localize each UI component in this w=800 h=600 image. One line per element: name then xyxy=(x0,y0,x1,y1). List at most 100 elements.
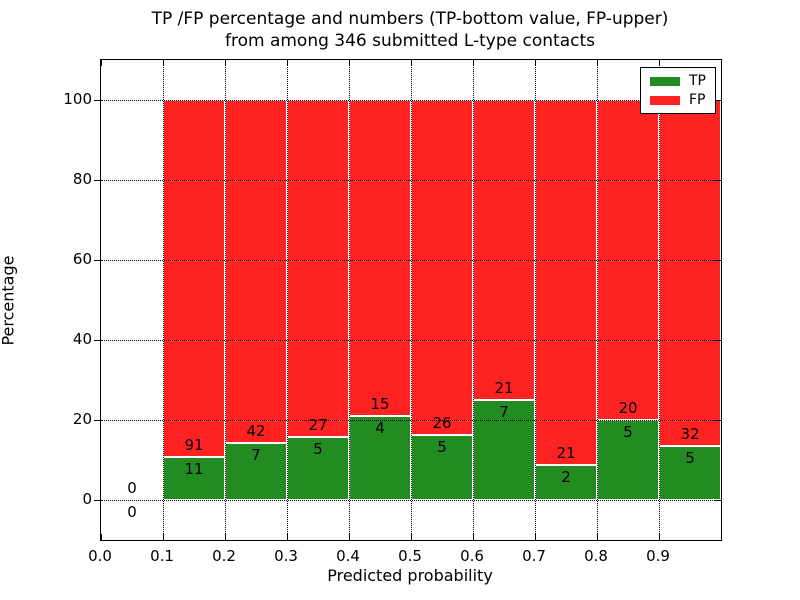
legend-label-tp: TP xyxy=(689,73,706,89)
x-tick-label: 0.3 xyxy=(274,547,298,565)
x-tick-top xyxy=(535,60,537,66)
fp-count-label: 0 xyxy=(127,479,137,497)
x-tick-label: 0.9 xyxy=(646,547,670,565)
tp-count-label: 0 xyxy=(127,503,137,521)
fp-count-label: 20 xyxy=(618,399,638,417)
x-gridline xyxy=(473,60,474,540)
y-tick-right xyxy=(715,260,721,262)
tp-count-label: 5 xyxy=(685,448,695,467)
x-tick-top xyxy=(101,60,103,66)
y-tick-left xyxy=(93,420,100,422)
x-tick-top xyxy=(287,60,289,66)
tp-count-label: 5 xyxy=(623,423,633,441)
tp-count-label: 7 xyxy=(251,445,261,464)
y-tick-label: 100 xyxy=(63,90,92,108)
x-gridline xyxy=(349,60,350,540)
y-tick-right xyxy=(715,100,721,102)
y-tick-right xyxy=(715,180,721,182)
bar-tp xyxy=(225,442,287,500)
x-tick-label: 0.4 xyxy=(336,547,360,565)
x-tick-bottom xyxy=(597,534,599,540)
y-tick-left xyxy=(93,340,100,342)
x-tick-label: 0.7 xyxy=(522,547,546,565)
fp-count-label: 27 xyxy=(308,416,328,435)
tp-count-label: 7 xyxy=(499,403,509,421)
x-tick-label: 0.0 xyxy=(88,547,112,565)
bar-fp xyxy=(535,100,597,466)
fp-count-label: 26 xyxy=(432,414,452,433)
tp-count-label: 5 xyxy=(437,438,447,457)
x-tick-top xyxy=(659,60,661,66)
tp-count-label: 2 xyxy=(561,468,571,487)
legend-swatch-fp xyxy=(650,95,680,105)
bar-fp xyxy=(287,100,349,438)
bar-tp xyxy=(163,456,225,500)
fp-count-label: 21 xyxy=(494,379,514,397)
tp-count-label: 11 xyxy=(184,459,204,478)
x-tick-label: 0.2 xyxy=(212,547,236,565)
tp-count-label: 5 xyxy=(313,440,323,459)
y-tick-right xyxy=(715,420,721,422)
bar-fp xyxy=(659,100,721,446)
legend-label-fp: FP xyxy=(689,92,706,108)
x-gridline xyxy=(411,60,412,540)
x-tick-bottom xyxy=(163,534,165,540)
x-tick-bottom xyxy=(411,534,413,540)
x-tick-bottom xyxy=(659,534,661,540)
x-tick-top xyxy=(349,60,351,66)
plot-area: TP FP 0 0 91 11 42 7 27 5 15 4 26 5 21 7 21 2 20 5 32 5 xyxy=(93,59,722,541)
x-tick-top xyxy=(411,60,413,66)
fp-count-label: 15 xyxy=(370,394,390,413)
x-tick-bottom xyxy=(225,534,227,540)
bar-tp xyxy=(659,445,721,500)
x-tick-bottom xyxy=(535,534,537,540)
x-tick-top xyxy=(473,60,475,66)
x-tick-top xyxy=(225,60,227,66)
y-tick-left xyxy=(93,180,100,182)
x-tick-bottom xyxy=(101,534,103,540)
y-tick-label: 20 xyxy=(72,410,92,428)
x-gridline xyxy=(535,60,536,540)
y-tick-label: 80 xyxy=(72,170,92,188)
fp-count-label: 21 xyxy=(556,444,576,463)
y-tick-right xyxy=(715,500,721,502)
bar-tp xyxy=(349,415,411,500)
x-gridline xyxy=(597,60,598,540)
fp-count-label: 32 xyxy=(680,424,700,443)
bar-fp xyxy=(225,100,287,443)
x-tick-bottom xyxy=(287,534,289,540)
y-tick-label: 0 xyxy=(82,490,92,508)
bar-fp xyxy=(411,100,473,436)
legend-swatch-tp xyxy=(650,76,680,86)
tp-count-label: 4 xyxy=(375,418,385,437)
y-tick-left xyxy=(93,260,100,262)
x-tick-label: 0.6 xyxy=(460,547,484,565)
bar-tp xyxy=(473,400,535,500)
bar-fp xyxy=(473,100,535,400)
y-tick-left xyxy=(93,100,100,102)
y-tick-left xyxy=(93,500,100,502)
chart-title-line2: from among 346 submitted L-type contacts xyxy=(224,31,595,51)
x-tick-bottom xyxy=(473,534,475,540)
chart-title: TP /FP percentage and numbers (TP-bottom… xyxy=(100,8,720,52)
x-axis-label: Predicted probability xyxy=(327,566,493,585)
legend-row: FP xyxy=(650,93,706,107)
x-tick-label: 0.5 xyxy=(398,547,422,565)
bar-fp xyxy=(349,100,411,416)
legend-row: TP xyxy=(650,74,706,88)
x-tick-top xyxy=(163,60,165,66)
bar-fp xyxy=(163,100,225,457)
chart-title-line1: TP /FP percentage and numbers (TP-bottom… xyxy=(151,9,669,29)
y-tick-right xyxy=(715,340,721,342)
x-tick-top xyxy=(597,60,599,66)
x-gridline xyxy=(659,60,660,540)
y-tick-label: 60 xyxy=(72,250,92,268)
x-tick-bottom xyxy=(349,534,351,540)
x-tick-label: 0.1 xyxy=(150,547,174,565)
x-gridline xyxy=(163,60,164,540)
y-tick-label: 40 xyxy=(72,330,92,348)
x-gridline xyxy=(287,60,288,540)
x-gridline xyxy=(225,60,226,540)
legend: TP FP xyxy=(640,67,716,114)
